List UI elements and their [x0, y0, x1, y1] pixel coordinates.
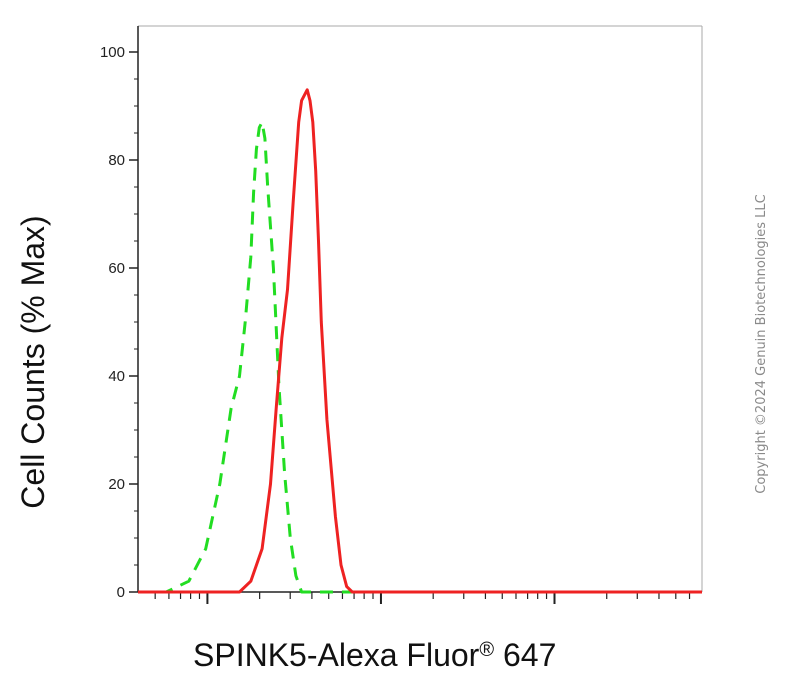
y-tick-label: 40	[108, 368, 125, 385]
series-dashed-green	[138, 120, 702, 594]
x-axis-title-main: SPINK5-Alexa Fluor	[193, 637, 480, 673]
x-axis-title: SPINK5-Alexa Fluor® 647	[193, 637, 556, 673]
y-tick-label: 0	[117, 584, 125, 601]
series-solid-red	[138, 88, 702, 594]
x-axis-title-registered-mark: ®	[479, 639, 494, 661]
x-axis-title-suffix: 647	[494, 637, 556, 673]
y-tick-label: 20	[108, 476, 125, 493]
copyright-watermark: Copyright ©2024 Genuin Biotechnologies L…	[754, 194, 769, 493]
series-layer	[138, 88, 702, 594]
y-tick-label: 80	[108, 152, 125, 169]
y-axis: 0 20 40 60 80 100	[100, 44, 138, 601]
y-tick-label: 60	[108, 260, 125, 277]
y-axis-title: Cell Counts (% Max)	[15, 215, 51, 508]
y-tick-label: 100	[100, 44, 125, 61]
